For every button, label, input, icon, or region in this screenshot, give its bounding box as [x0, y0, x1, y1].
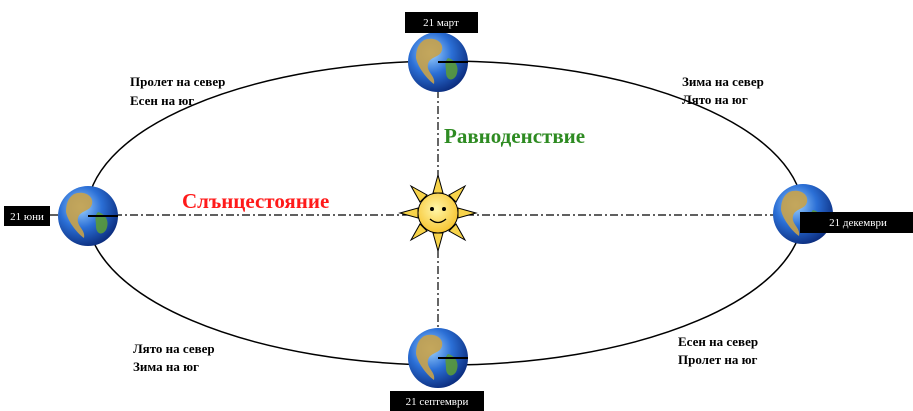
season-text: Лято на юг: [682, 92, 748, 107]
solstice-label: Слънцестояние: [182, 189, 329, 213]
season-text: Зима на север: [682, 74, 764, 89]
earth-march: [408, 32, 468, 92]
date-label: 21 март: [423, 17, 459, 29]
date-label: 21 декември: [829, 217, 887, 229]
earth-september: [408, 328, 468, 388]
season-text: Пролет на север: [130, 74, 225, 89]
season-text: Есен на север: [678, 334, 758, 349]
date-label: 21 септември: [406, 396, 469, 408]
equinox-label: Равноденствие: [444, 124, 585, 148]
date-label: 21 юни: [10, 211, 44, 223]
season-text: Пролет на юг: [678, 352, 758, 367]
season-text: Зима на юг: [133, 359, 199, 374]
sun: [400, 175, 476, 251]
season-text: Есен на юг: [130, 93, 194, 108]
orbit-diagram: 21 март 21 юни 21 декември 21 септември …: [0, 0, 913, 411]
earth-june: [58, 186, 118, 246]
season-text: Лято на север: [133, 341, 215, 356]
